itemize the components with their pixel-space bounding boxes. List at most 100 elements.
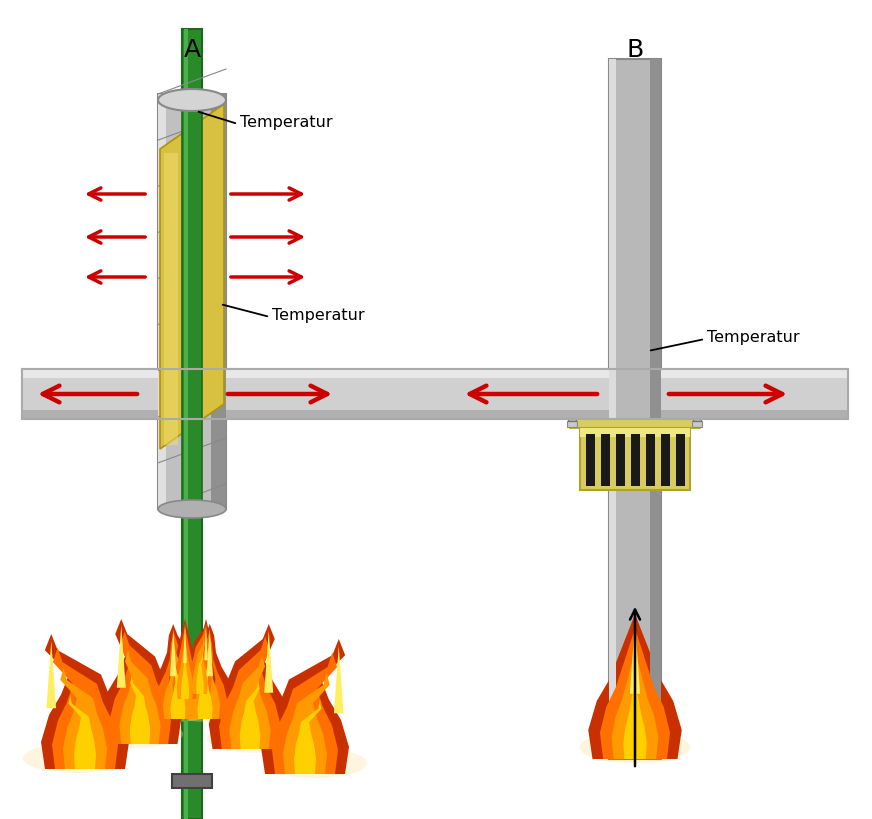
Polygon shape: [164, 154, 178, 446]
Polygon shape: [219, 636, 281, 749]
Polygon shape: [272, 653, 338, 774]
Bar: [661, 369, 848, 419]
Polygon shape: [181, 655, 189, 699]
Polygon shape: [183, 623, 187, 663]
Text: B: B: [626, 38, 644, 62]
Polygon shape: [168, 619, 201, 699]
Polygon shape: [163, 648, 193, 719]
Bar: [661, 410, 848, 419]
Text: Temperatur: Temperatur: [272, 308, 364, 324]
Polygon shape: [69, 695, 96, 769]
Bar: [601, 434, 610, 486]
Ellipse shape: [166, 684, 205, 702]
Bar: [580, 428, 690, 491]
Polygon shape: [190, 648, 220, 719]
Bar: [568, 417, 576, 422]
Bar: [650, 60, 661, 759]
Bar: [226, 369, 400, 419]
Text: A: A: [183, 38, 201, 62]
Ellipse shape: [158, 500, 226, 518]
Bar: [693, 417, 701, 422]
Polygon shape: [109, 631, 171, 744]
Bar: [430, 369, 609, 419]
Polygon shape: [60, 668, 107, 769]
Bar: [22, 369, 848, 378]
Bar: [158, 95, 226, 509]
Polygon shape: [41, 634, 129, 769]
Polygon shape: [208, 624, 291, 749]
Polygon shape: [196, 653, 204, 695]
Bar: [22, 369, 158, 419]
Bar: [661, 434, 670, 486]
Ellipse shape: [158, 90, 226, 112]
Polygon shape: [264, 631, 273, 693]
Polygon shape: [589, 614, 682, 759]
Polygon shape: [182, 634, 228, 719]
Polygon shape: [173, 627, 197, 699]
Polygon shape: [185, 619, 215, 695]
Polygon shape: [207, 629, 213, 676]
Polygon shape: [52, 648, 118, 769]
Ellipse shape: [23, 744, 126, 773]
Bar: [172, 774, 212, 788]
Bar: [646, 434, 655, 486]
Polygon shape: [170, 667, 186, 719]
Bar: [586, 434, 595, 486]
Ellipse shape: [140, 701, 212, 722]
Bar: [184, 103, 188, 508]
Polygon shape: [600, 629, 670, 759]
Bar: [661, 369, 848, 378]
Polygon shape: [623, 680, 647, 759]
Polygon shape: [188, 627, 212, 695]
Bar: [158, 95, 167, 509]
Bar: [22, 369, 848, 419]
Bar: [211, 95, 226, 509]
Bar: [22, 369, 158, 378]
Bar: [677, 434, 685, 486]
Ellipse shape: [171, 701, 242, 722]
Polygon shape: [119, 650, 160, 744]
Polygon shape: [630, 622, 640, 694]
Bar: [692, 422, 702, 428]
Bar: [570, 419, 700, 428]
Polygon shape: [283, 673, 330, 774]
Bar: [617, 434, 624, 486]
Bar: [226, 369, 400, 378]
Polygon shape: [261, 639, 349, 774]
Polygon shape: [193, 638, 208, 695]
Polygon shape: [334, 646, 344, 713]
Bar: [184, 30, 188, 819]
Bar: [22, 410, 848, 419]
Ellipse shape: [263, 749, 367, 778]
Bar: [430, 369, 609, 378]
Polygon shape: [204, 623, 208, 660]
Bar: [22, 410, 158, 419]
Ellipse shape: [580, 731, 691, 763]
Bar: [182, 103, 202, 508]
Ellipse shape: [184, 680, 220, 696]
Bar: [609, 60, 617, 759]
Polygon shape: [155, 634, 201, 719]
Ellipse shape: [207, 726, 304, 753]
Polygon shape: [611, 650, 658, 759]
Bar: [182, 30, 202, 819]
Polygon shape: [147, 624, 208, 719]
Bar: [430, 410, 609, 419]
Bar: [567, 422, 577, 428]
Polygon shape: [177, 639, 194, 699]
Polygon shape: [294, 700, 322, 774]
Ellipse shape: [85, 721, 183, 748]
Bar: [609, 60, 661, 759]
Polygon shape: [240, 681, 261, 749]
Polygon shape: [170, 629, 176, 676]
Text: Temperatur: Temperatur: [707, 330, 800, 345]
Bar: [22, 369, 848, 419]
Polygon shape: [229, 655, 270, 749]
Polygon shape: [174, 624, 235, 719]
Polygon shape: [117, 626, 126, 688]
Bar: [580, 428, 690, 438]
Bar: [631, 434, 640, 486]
Polygon shape: [197, 667, 213, 719]
Bar: [226, 410, 400, 419]
Polygon shape: [130, 676, 150, 744]
